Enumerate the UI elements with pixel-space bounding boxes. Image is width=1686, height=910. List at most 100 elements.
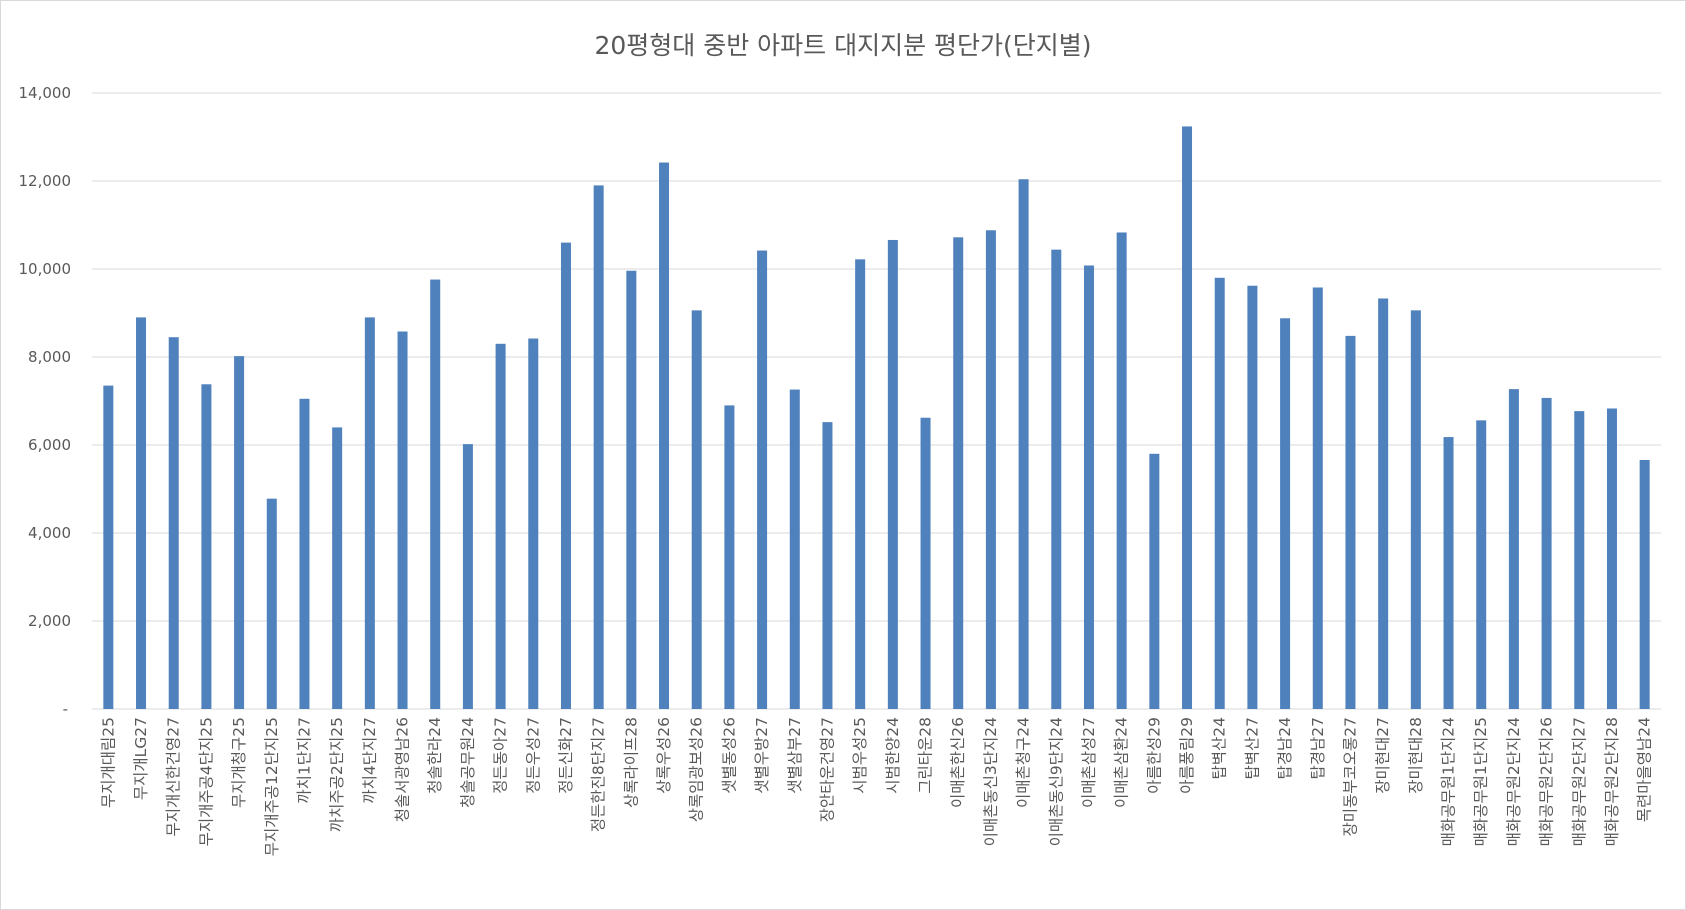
x-category-label: 무지개주공12단지25 <box>263 717 281 856</box>
bar <box>920 417 931 709</box>
bar <box>103 385 114 709</box>
x-category-label: 시범우성25 <box>851 717 869 794</box>
y-tick-label: 4,000 <box>28 524 71 542</box>
x-category-label: 정든신화27 <box>557 717 575 794</box>
bar <box>1182 126 1193 709</box>
x-category-label: 이매촌한신26 <box>949 717 967 808</box>
bar <box>299 398 310 709</box>
bar <box>626 270 637 709</box>
x-category-label: 탑벽산27 <box>1243 717 1261 780</box>
x-category-label: 무지개청구25 <box>230 717 248 808</box>
bar <box>1247 285 1258 709</box>
bar <box>1083 265 1094 709</box>
x-category-label: 이매촌청구24 <box>1015 717 1033 808</box>
bar <box>855 259 866 709</box>
bar <box>1116 232 1127 710</box>
x-category-label: 까치4단지27 <box>361 717 379 804</box>
x-category-label: 이매촌삼환24 <box>1113 717 1131 808</box>
y-tick-label: 6,000 <box>28 436 71 454</box>
bar <box>1378 298 1389 709</box>
x-category-label: 정든동아27 <box>492 717 510 794</box>
x-category-label: 무지개주공4단지25 <box>197 717 215 846</box>
bar <box>1345 335 1356 709</box>
bar <box>397 331 408 709</box>
x-category-label: 매화공무원1단지25 <box>1472 717 1490 846</box>
x-category-label: 매화공무원1단지24 <box>1440 717 1458 846</box>
bar <box>822 422 833 709</box>
y-tick-label: 10,000 <box>19 260 72 278</box>
x-category-label: 탑경남24 <box>1276 717 1294 780</box>
bar <box>1214 277 1225 709</box>
y-tick-label: 2,000 <box>28 612 71 630</box>
x-axis-category-labels: 무지개대림25 무지개LG27 무지개신한건영27 무지개주공4단지25 무지개청구25… <box>99 717 1653 856</box>
x-category-label: 매화공무원2단지28 <box>1603 717 1621 846</box>
gridlines <box>92 92 1661 710</box>
x-category-label: 매화공무원2단지24 <box>1505 717 1523 846</box>
x-category-label: 청솔공무원24 <box>459 717 477 808</box>
bar <box>1018 179 1029 710</box>
x-category-label: 청솔서광영남26 <box>394 717 412 822</box>
bar <box>887 239 898 709</box>
x-category-label: 무지개LG27 <box>132 717 150 800</box>
bar <box>1639 459 1650 709</box>
x-category-label: 매화공무원2단지26 <box>1538 717 1556 846</box>
bar <box>266 498 277 709</box>
bar <box>953 237 964 709</box>
y-axis-tick-labels: - 2,000 4,000 6,000 8,000 10,000 12,000 14,000 <box>19 84 72 718</box>
x-category-label: 매화공무원2단지27 <box>1570 717 1588 846</box>
bar <box>168 337 179 709</box>
bar <box>495 343 506 709</box>
bars <box>103 126 1650 710</box>
bar <box>1541 397 1552 709</box>
bar <box>136 317 147 709</box>
x-category-label: 정든우성27 <box>524 717 542 794</box>
x-category-label: 무지개대림25 <box>99 717 117 808</box>
x-category-label: 청솔한라24 <box>426 717 444 794</box>
bar <box>1149 453 1160 709</box>
x-category-label: 이매촌삼성27 <box>1080 717 1098 808</box>
bar <box>659 162 670 709</box>
bar <box>560 242 571 709</box>
x-category-label: 탑벽산24 <box>1211 717 1229 780</box>
bar <box>691 310 702 709</box>
bar <box>1312 287 1323 709</box>
bar <box>1574 411 1585 709</box>
x-category-label: 상록우성26 <box>655 717 673 794</box>
x-category-label: 이매촌동신3단지24 <box>982 717 1000 846</box>
x-category-label: 장미동부코오롱27 <box>1341 717 1359 837</box>
bar <box>789 389 800 709</box>
bar <box>1606 408 1617 709</box>
bar <box>724 405 735 709</box>
bar <box>1443 437 1454 709</box>
bar <box>1410 310 1421 709</box>
y-tick-label: 8,000 <box>28 348 71 366</box>
y-tick-label: - <box>63 700 68 718</box>
bar <box>1051 249 1062 709</box>
x-category-label: 까치주공2단지25 <box>328 717 346 832</box>
bar <box>201 384 212 709</box>
x-category-label: 까치1단지27 <box>295 717 313 804</box>
x-category-label: 장미현대28 <box>1407 717 1425 794</box>
bar <box>757 250 768 709</box>
x-category-label: 시범한양24 <box>884 717 902 794</box>
chart-title: 20평형대 중반 아파트 대지지분 평단가(단지별) <box>594 31 1092 60</box>
x-category-label: 샛별우방27 <box>753 717 771 794</box>
bar <box>1476 420 1487 709</box>
x-category-label: 아름풍림29 <box>1178 717 1196 794</box>
y-tick-label: 14,000 <box>19 84 72 102</box>
bar <box>985 230 996 709</box>
x-category-label: 상록라이프28 <box>622 717 640 808</box>
bar <box>1280 318 1291 709</box>
x-category-label: 목련마을영남24 <box>1636 717 1654 822</box>
x-category-label: 샛별동성26 <box>720 717 738 794</box>
x-category-label: 장안타운건영27 <box>818 717 836 822</box>
x-category-label: 그린타운28 <box>917 717 935 794</box>
x-category-label: 아름한성29 <box>1145 717 1163 794</box>
bar <box>234 356 245 709</box>
bar <box>332 427 343 709</box>
bar <box>462 444 473 709</box>
x-category-label: 장미현대27 <box>1374 717 1392 794</box>
x-category-label: 샛별삼부27 <box>786 717 804 794</box>
